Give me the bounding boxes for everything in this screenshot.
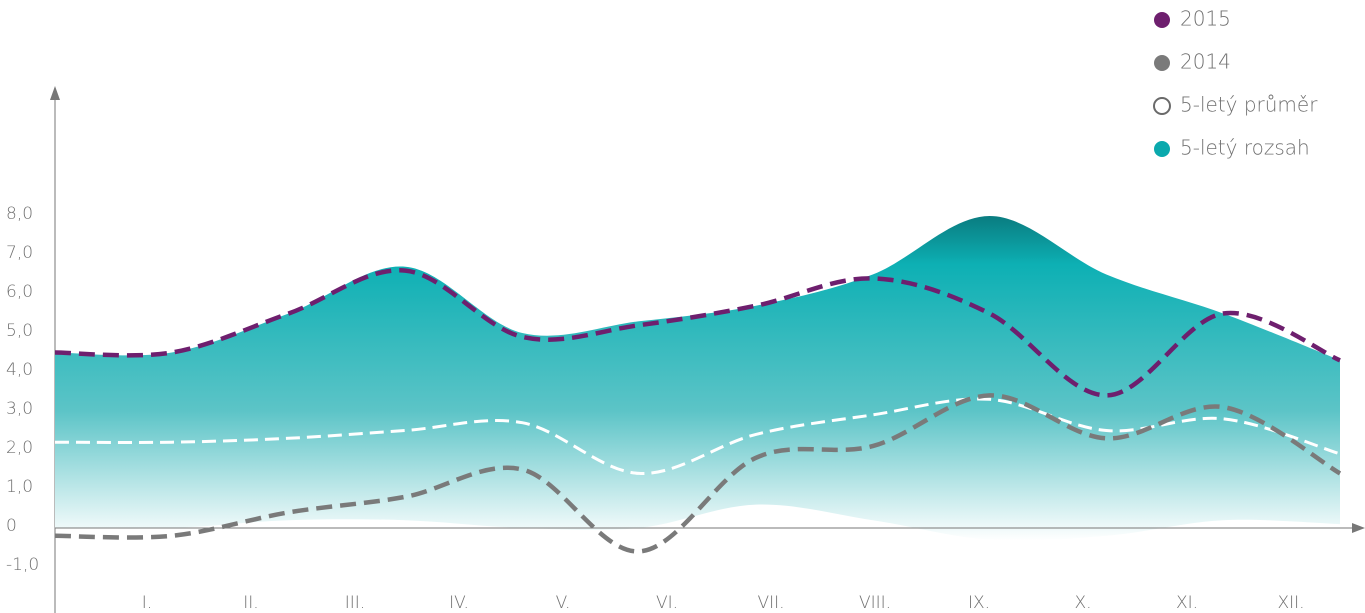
x-tick-label: VIII. xyxy=(859,593,891,613)
x-tick-label: VII. xyxy=(757,593,784,613)
y-tick-label: -1,0 xyxy=(6,555,39,575)
y-tick-label: 6,0 xyxy=(6,282,33,302)
x-tick-label: VI. xyxy=(656,593,678,613)
legend-marker xyxy=(1154,141,1170,157)
y-tick-label: 3,0 xyxy=(6,399,33,419)
x-tick-label: X. xyxy=(1074,593,1091,613)
x-axis-arrow xyxy=(1352,523,1365,533)
legend-marker xyxy=(1154,55,1170,71)
y-tick-label: 0 xyxy=(6,516,17,536)
y-axis-arrow xyxy=(50,86,60,100)
y-tick-label: 8,0 xyxy=(6,204,33,224)
series-line xyxy=(54,393,1342,554)
legend-marker xyxy=(1153,97,1171,115)
legend-label: 2014 xyxy=(1180,50,1231,74)
legend-label: 5-letý průměr xyxy=(1180,93,1318,117)
legend-marker xyxy=(1154,12,1170,28)
legend-label: 2015 xyxy=(1180,7,1231,31)
range-area xyxy=(55,216,1340,541)
legend-label: 5-letý rozsah xyxy=(1180,136,1310,160)
y-tick-label: 7,0 xyxy=(6,243,33,263)
x-tick-label: II. xyxy=(243,593,258,613)
x-tick-label: XI. xyxy=(1176,593,1198,613)
x-tick-label: IV. xyxy=(449,593,469,613)
x-tick-label: XII. xyxy=(1277,593,1304,613)
x-tick-label: V. xyxy=(556,593,571,613)
y-tick-label: 2,0 xyxy=(6,438,33,458)
y-tick-label: 1,0 xyxy=(6,477,33,497)
series-line xyxy=(54,397,1341,475)
x-tick-label: I. xyxy=(142,593,152,613)
y-tick-label: 4,0 xyxy=(6,360,33,380)
y-tick-label: 5,0 xyxy=(6,321,33,341)
x-tick-label: III. xyxy=(345,593,365,613)
x-tick-label: IX. xyxy=(968,593,990,613)
